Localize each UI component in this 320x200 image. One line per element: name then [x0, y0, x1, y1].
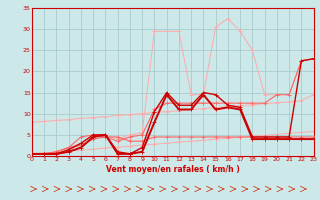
X-axis label: Vent moyen/en rafales ( km/h ): Vent moyen/en rafales ( km/h ) [106, 165, 240, 174]
